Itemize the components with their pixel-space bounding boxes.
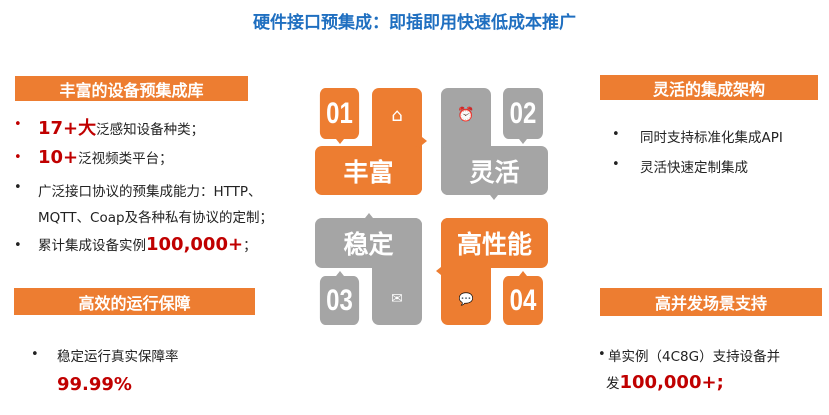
highlight-value: 100,000+ [146, 234, 244, 255]
pointer [519, 271, 527, 276]
block-word-performance: 高性能 [456, 230, 532, 259]
block-number-01: 01 [319, 88, 360, 139]
block-word-stable: 稳定 [343, 230, 394, 259]
item-text: 发 [606, 376, 620, 392]
list-item: 稳定运行真实保障率 [57, 349, 179, 365]
pointer [519, 139, 527, 144]
pointer [436, 267, 441, 275]
list-item: 灵活快速定制集成 [640, 160, 748, 176]
pointer [336, 139, 344, 144]
block-number-04: 04 [503, 276, 543, 325]
block-word-rich: 丰富 [343, 157, 394, 187]
item-text: 泛视频类平台； [78, 151, 173, 167]
pointer [422, 137, 427, 145]
bullet: • [31, 347, 39, 362]
list-item-continued: 发100,000+; [606, 372, 724, 393]
highlight-value: 99.99% [57, 374, 132, 395]
chat-icon: 💬 [458, 292, 474, 306]
list-item: 17+大泛感知设备种类； [38, 114, 204, 140]
block-performance-column [441, 218, 491, 325]
block-number-02: 02 [503, 88, 543, 139]
block-word-flexible: 灵活 [469, 157, 520, 187]
bullet: • [612, 157, 620, 172]
highlight-value: 100,000+; [619, 372, 724, 393]
list-item: 累计集成设备实例100,000+； [38, 234, 257, 255]
bullet: • [14, 117, 22, 132]
list-item: 10+泛视频类平台； [38, 147, 173, 168]
pointer [490, 195, 498, 200]
list-item: 单实例（4C8G）支持设备并 [608, 349, 781, 365]
item-text: 累计集成设备实例 [38, 238, 146, 254]
section-header-rich: 丰富的设备预集成库 [15, 76, 248, 101]
slide-title: 硬件接口预集成：即插即用快速低成本推广 [253, 13, 576, 33]
block-flexible-row [441, 146, 548, 195]
section-header-stable: 高效的运行保障 [14, 288, 255, 315]
block-rich-row [315, 146, 422, 195]
bullet: • [598, 347, 606, 362]
bullet: • [14, 150, 22, 165]
section-header-performance: 高并发场景支持 [600, 288, 822, 316]
list-item: 同时支持标准化集成API [640, 130, 783, 146]
alarm-clock-icon: ⏰ [457, 107, 475, 123]
block-stable-column [372, 218, 422, 325]
pointer [336, 271, 344, 276]
list-item: 广泛接口协议的预集成能力：HTTP、 [38, 184, 262, 200]
item-text: ； [243, 238, 257, 254]
list-item-continued: MQTT、Coap及各种私有协议的定制； [38, 210, 274, 226]
highlight-value: 17+大 [38, 118, 97, 139]
bullet: • [14, 180, 22, 195]
home-icon: ⌂ [391, 104, 403, 126]
item-text: 泛感知设备种类； [96, 122, 205, 138]
bullet: • [612, 127, 620, 142]
highlight-value: 10+ [38, 147, 79, 168]
block-number-03: 03 [319, 276, 360, 325]
section-header-flexible: 灵活的集成架构 [600, 75, 818, 100]
bullet: • [14, 238, 22, 253]
pointer [365, 213, 373, 218]
envelope-icon: ✉ [391, 291, 403, 307]
